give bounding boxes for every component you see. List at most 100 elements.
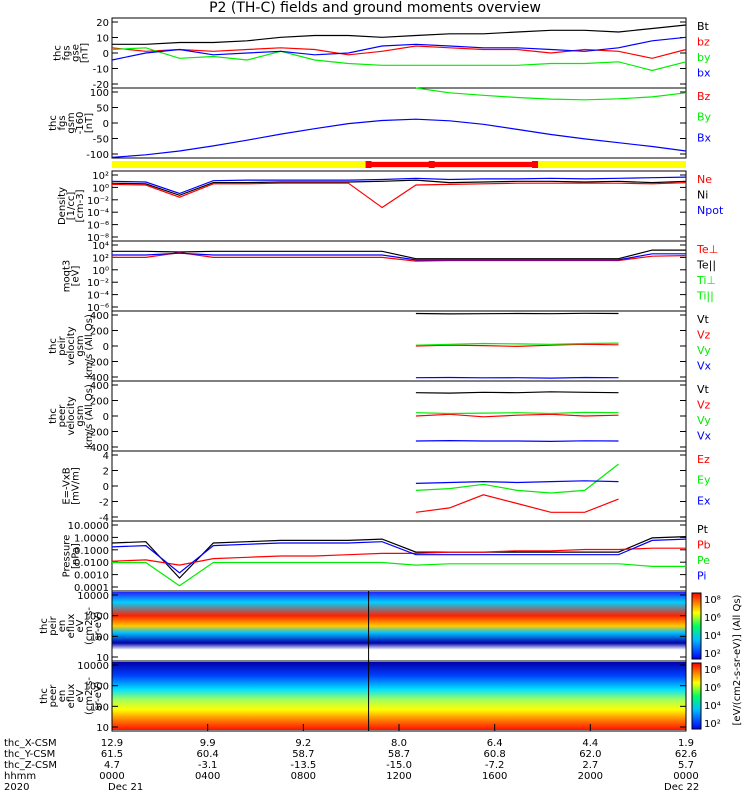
y-axis-label: km/s (All Qs) bbox=[84, 314, 95, 378]
series-line bbox=[415, 463, 619, 494]
x-row-label: thc_Y-CSM bbox=[4, 749, 55, 760]
y-axis-label: Density bbox=[57, 187, 68, 225]
spectrogram-image bbox=[112, 662, 686, 730]
y-axis-label: velocity bbox=[66, 396, 77, 435]
y-tick-label: 10⁴ bbox=[92, 241, 109, 252]
y-tick-label: 0.0010 bbox=[74, 571, 109, 582]
x-tick-label: 0800 bbox=[291, 771, 316, 782]
series-line bbox=[415, 391, 619, 394]
y-tick-label: 400 bbox=[90, 381, 109, 392]
legend-entry: Ni bbox=[697, 189, 708, 202]
x-tick-label: 62.0 bbox=[579, 749, 601, 760]
colorbar-tick-label: 10² bbox=[704, 649, 721, 660]
y-tick-label: 10⁻² bbox=[87, 278, 109, 289]
series-line bbox=[111, 176, 687, 195]
y-tick-label: 20 bbox=[96, 18, 109, 29]
legend-entry: Ti⊥ bbox=[696, 274, 716, 287]
x-tick-label: 12.9 bbox=[101, 738, 123, 749]
y-tick-label: -50 bbox=[93, 135, 109, 146]
series-line bbox=[415, 376, 619, 379]
y-tick-label: 10⁻⁶ bbox=[87, 221, 109, 232]
y-tick-label: 0 bbox=[103, 119, 109, 130]
y-axis-label: gsm bbox=[75, 405, 86, 426]
legend-entry: bz bbox=[697, 36, 710, 49]
legend-entry: by bbox=[697, 51, 711, 64]
legend-entry: Npot bbox=[697, 204, 724, 217]
y-axis-label: [cm-3] bbox=[75, 189, 86, 222]
x-tick-label: 60.4 bbox=[197, 749, 219, 760]
y-tick-label: 10⁻⁶ bbox=[87, 303, 109, 314]
series-line bbox=[112, 249, 686, 260]
y-axis-label: eV bbox=[75, 689, 86, 702]
y-tick-label: -400 bbox=[86, 443, 109, 454]
x-tick-label: 58.7 bbox=[388, 749, 410, 760]
y-tick-label: 200 bbox=[90, 397, 109, 408]
x-tick-label: 5.7 bbox=[678, 760, 694, 771]
y-tick-label: 10000 bbox=[77, 661, 109, 672]
series-line bbox=[111, 179, 687, 196]
legend-entry: Bt bbox=[697, 20, 710, 33]
y-tick-label: 100 bbox=[90, 88, 109, 99]
y-tick-label: -4 bbox=[99, 513, 109, 524]
y-axis-label: eflux bbox=[66, 684, 77, 709]
y-tick-label: -100 bbox=[86, 150, 109, 161]
legend-entry: Pi bbox=[697, 570, 706, 583]
y-tick-label: 0.0100 bbox=[74, 558, 109, 569]
colorbar-tick-label: 10⁴ bbox=[704, 701, 721, 712]
x-tick-label: 0000 bbox=[99, 771, 124, 782]
series-line bbox=[112, 24, 687, 45]
y-tick-label: 100 bbox=[90, 702, 109, 713]
legend-entry: Vy bbox=[697, 344, 711, 357]
colorbar-tick-label: 10⁶ bbox=[704, 613, 721, 624]
y-tick-label: 10 bbox=[96, 34, 109, 45]
y-tick-label: 4 bbox=[103, 451, 109, 462]
legend-entry: Te⊥ bbox=[696, 243, 718, 256]
y-tick-label: 0 bbox=[103, 412, 109, 423]
y-tick-label: 100 bbox=[90, 632, 109, 643]
y-axis-label: velocity bbox=[66, 326, 77, 365]
y-tick-label: 0 bbox=[103, 342, 109, 353]
x-tick-label: 4.7 bbox=[104, 760, 120, 771]
y-axis-label: fgs bbox=[57, 115, 68, 130]
legend-entry: Pe bbox=[697, 554, 710, 567]
legend-entry: Bz bbox=[697, 90, 711, 103]
y-tick-label: 400 bbox=[90, 311, 109, 322]
series-line bbox=[111, 118, 687, 158]
series-line bbox=[415, 413, 619, 418]
x-tick-label: 1.9 bbox=[678, 738, 694, 749]
x-tick-label: 61.5 bbox=[101, 749, 123, 760]
y-tick-label: 10⁰ bbox=[92, 266, 109, 277]
y-axis-label: (cm2-s- bbox=[84, 677, 95, 715]
date-label: Dec 21 bbox=[108, 782, 143, 793]
y-axis-label: [nT] bbox=[80, 43, 91, 63]
y-axis-label: sr-eV) bbox=[93, 611, 104, 640]
y-axis-label: Pressure bbox=[62, 535, 73, 578]
mode-bar-red bbox=[368, 162, 536, 167]
x-tick-label: -15.0 bbox=[386, 760, 412, 771]
colorbar bbox=[691, 662, 702, 730]
y-axis-label: peer bbox=[57, 404, 68, 428]
x-tick-label: 9.2 bbox=[295, 738, 311, 749]
y-axis-label: gsm bbox=[75, 335, 86, 356]
y-tick-label: 50 bbox=[96, 104, 109, 115]
y-axis-label: [eV] bbox=[71, 266, 82, 287]
y-tick-label: 2 bbox=[103, 467, 109, 478]
y-tick-label: 10 bbox=[96, 723, 109, 734]
series-line bbox=[112, 252, 686, 261]
series-line bbox=[415, 411, 619, 415]
y-tick-label: 10² bbox=[92, 171, 109, 182]
legend-entry: Vt bbox=[697, 313, 710, 326]
y-axis-label: -160 bbox=[75, 112, 86, 135]
y-tick-label: -2 bbox=[99, 498, 109, 509]
y-axis-label: en bbox=[57, 690, 68, 703]
y-axis-label: sr-eV) bbox=[93, 681, 104, 710]
legend-entry: Ey bbox=[697, 474, 711, 487]
series-line bbox=[111, 45, 687, 59]
legend-entry: Vy bbox=[697, 414, 711, 427]
y-axis-label: peir bbox=[57, 335, 68, 355]
colorbar-tick-label: 10⁴ bbox=[704, 631, 721, 642]
legend-entry: Vx bbox=[697, 360, 712, 373]
y-tick-label: 10 bbox=[96, 653, 109, 664]
y-axis-label: peir bbox=[48, 615, 59, 635]
